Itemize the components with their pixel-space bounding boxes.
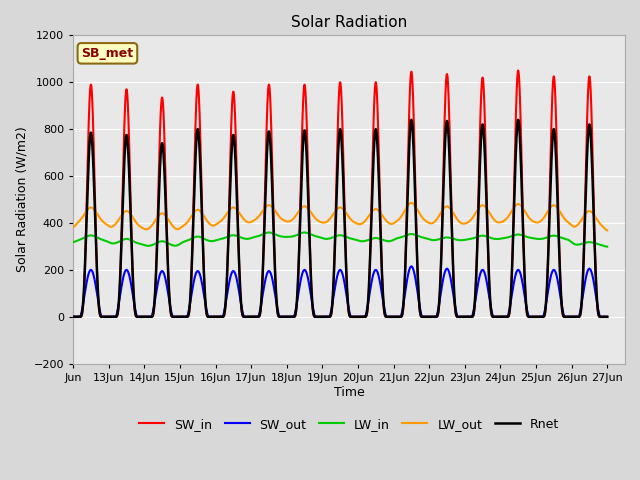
SW_out bbox=[251, 314, 259, 320]
Rnet bbox=[515, 117, 522, 123]
SW_in bbox=[322, 314, 330, 320]
Line: LW_out: LW_out bbox=[73, 203, 607, 230]
Title: Solar Radiation: Solar Radiation bbox=[291, 15, 407, 30]
SW_out bbox=[604, 314, 611, 320]
LW_out bbox=[574, 221, 582, 227]
X-axis label: Time: Time bbox=[333, 385, 364, 398]
Y-axis label: Solar Radiation (W/m2): Solar Radiation (W/m2) bbox=[15, 127, 28, 272]
SW_in bbox=[604, 314, 611, 320]
LW_out bbox=[322, 219, 330, 225]
SW_out bbox=[574, 314, 582, 320]
Rnet bbox=[69, 314, 77, 320]
Rnet bbox=[604, 314, 611, 320]
Rnet bbox=[251, 314, 259, 320]
Line: SW_in: SW_in bbox=[73, 71, 607, 317]
LW_in bbox=[251, 234, 259, 240]
LW_in bbox=[265, 229, 273, 235]
Text: SB_met: SB_met bbox=[81, 47, 134, 60]
SW_in bbox=[460, 314, 467, 320]
SW_out bbox=[475, 278, 483, 284]
Rnet bbox=[574, 314, 582, 320]
LW_in bbox=[604, 244, 611, 250]
SW_in bbox=[69, 314, 77, 320]
SW_in bbox=[475, 188, 483, 194]
Rnet bbox=[475, 203, 483, 209]
Rnet bbox=[322, 314, 330, 320]
LW_out bbox=[251, 217, 259, 223]
Rnet bbox=[581, 222, 589, 228]
LW_out bbox=[460, 221, 467, 227]
Legend: SW_in, SW_out, LW_in, LW_out, Rnet: SW_in, SW_out, LW_in, LW_out, Rnet bbox=[134, 413, 564, 436]
SW_in bbox=[574, 314, 582, 320]
Line: Rnet: Rnet bbox=[73, 120, 607, 317]
Rnet bbox=[460, 314, 467, 320]
SW_out bbox=[69, 314, 77, 320]
LW_in bbox=[69, 239, 77, 245]
LW_in bbox=[574, 242, 582, 248]
LW_out bbox=[69, 224, 77, 230]
SW_in bbox=[515, 68, 522, 73]
SW_out bbox=[581, 281, 589, 287]
LW_in bbox=[322, 236, 330, 242]
SW_out bbox=[322, 314, 330, 320]
SW_out bbox=[408, 264, 415, 269]
LW_out bbox=[581, 212, 589, 217]
SW_in bbox=[581, 212, 589, 218]
LW_in bbox=[460, 237, 467, 243]
Line: LW_in: LW_in bbox=[73, 232, 607, 247]
Line: SW_out: SW_out bbox=[73, 266, 607, 317]
LW_out bbox=[604, 228, 611, 233]
LW_in bbox=[581, 240, 589, 246]
LW_out bbox=[408, 200, 415, 206]
LW_in bbox=[475, 233, 483, 239]
SW_in bbox=[251, 314, 259, 320]
LW_out bbox=[475, 205, 483, 211]
SW_out bbox=[460, 314, 467, 320]
